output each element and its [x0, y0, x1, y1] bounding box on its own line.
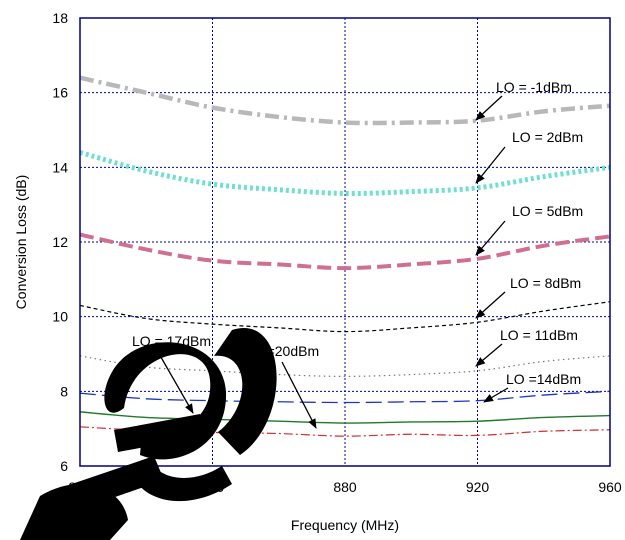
y-tick-label: 8	[60, 383, 68, 399]
series-label: LO = 11dBm	[500, 327, 578, 343]
series-line-0	[79, 75, 611, 126]
series-label: LO =20dBm	[244, 343, 319, 359]
series-lines	[79, 75, 611, 437]
series-line-6	[79, 411, 611, 424]
annotation-arrow	[475, 220, 506, 256]
series-label: LO = 2dBm	[512, 129, 583, 145]
annotation-arrow	[475, 343, 503, 367]
annotations: LO = -1dBm LO = 2dBm LO = 5dBm LO = 8dBm LO …	[132, 79, 583, 429]
annotation-arrow	[483, 387, 509, 403]
y-tick-label: 10	[52, 309, 68, 325]
x-tick-label: 920	[466, 479, 490, 495]
y-tick-label: 6	[60, 458, 68, 474]
series-label: LO = 8dBm	[510, 275, 581, 291]
y-axis-label: Conversion Loss (dB)	[13, 175, 29, 310]
y-tick-label: 14	[52, 159, 68, 175]
annotation-arrow	[281, 361, 317, 429]
series-label: LO = 17dBm	[132, 333, 211, 349]
y-tick-label: 12	[52, 234, 68, 250]
x-tick-label: 800	[68, 479, 92, 495]
annotation-arrow	[475, 95, 503, 121]
series-line-5	[79, 390, 611, 404]
series-line-3	[79, 301, 611, 333]
x-tick-label: 880	[333, 479, 357, 495]
annotation-arrow	[475, 291, 506, 319]
x-tick-label: 840	[201, 479, 225, 495]
y-tick-label: 18	[52, 10, 68, 26]
plot-frame	[79, 17, 611, 467]
x-axis-label: Frequency (MHz)	[291, 517, 399, 533]
series-line-4	[79, 355, 611, 378]
series-label: LO = 5dBm	[512, 203, 583, 219]
series-label: LO =14dBm	[506, 371, 581, 387]
x-tick-label: 960	[598, 479, 622, 495]
series-label: LO = -1dBm	[496, 79, 572, 95]
series-line-2	[79, 232, 611, 271]
annotation-arrow	[157, 351, 194, 414]
y-tick-label: 16	[52, 85, 68, 101]
annotation-arrow	[475, 146, 506, 184]
